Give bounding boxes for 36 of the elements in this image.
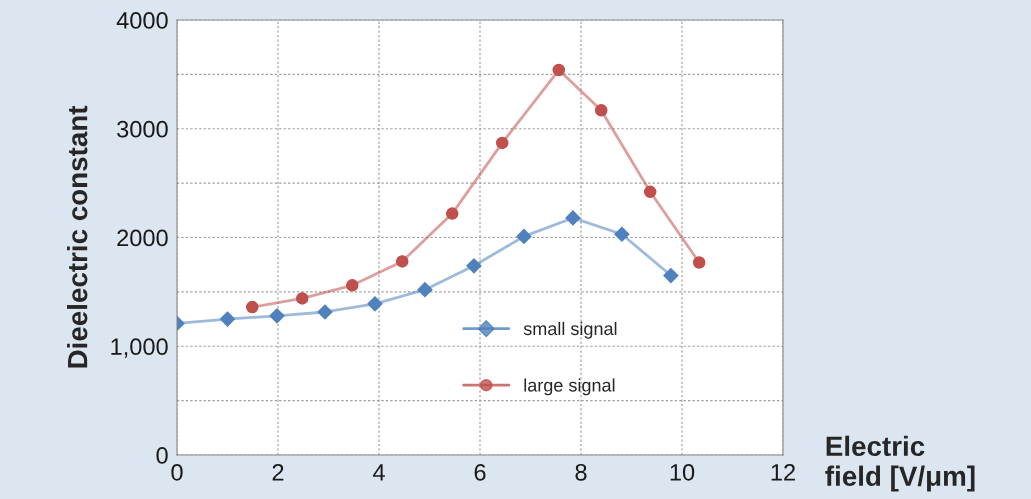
point xyxy=(466,258,482,274)
point xyxy=(367,296,383,312)
y-axis-title: Dieelectric constant xyxy=(67,105,88,368)
x-axis-title: Electric field [V/μm] xyxy=(825,435,975,492)
y-tick-label: 4000 xyxy=(116,12,168,29)
point xyxy=(614,226,630,242)
x-tick-label: 4 xyxy=(372,464,385,481)
point xyxy=(692,256,706,269)
point xyxy=(345,279,359,292)
x-tick-label: 8 xyxy=(575,463,587,481)
legend-label: small signal xyxy=(523,321,617,339)
point xyxy=(552,63,566,77)
point xyxy=(565,210,581,226)
point xyxy=(417,282,433,298)
y-tick-label: 0 xyxy=(156,447,168,464)
legend-label: large signal xyxy=(524,378,615,396)
y-tick-label: 2000 xyxy=(117,229,168,247)
x-tick-label: 2 xyxy=(272,463,284,481)
y-tick-label: 3000 xyxy=(117,120,168,138)
point xyxy=(516,228,532,244)
x-tick-label: 12 xyxy=(771,463,795,481)
x-tick-label: 0 xyxy=(171,463,183,481)
point xyxy=(663,267,679,284)
y-tick-label: 1,000 xyxy=(111,338,168,358)
point xyxy=(495,136,509,150)
point xyxy=(594,104,608,117)
point xyxy=(295,292,309,305)
point xyxy=(643,185,657,199)
point xyxy=(317,304,333,320)
x-tick-label: 6 xyxy=(474,463,486,481)
point xyxy=(269,308,285,324)
point xyxy=(395,255,409,268)
x-tick-label: 10 xyxy=(670,463,695,481)
point xyxy=(245,300,259,314)
point xyxy=(445,207,459,220)
point xyxy=(219,311,236,327)
